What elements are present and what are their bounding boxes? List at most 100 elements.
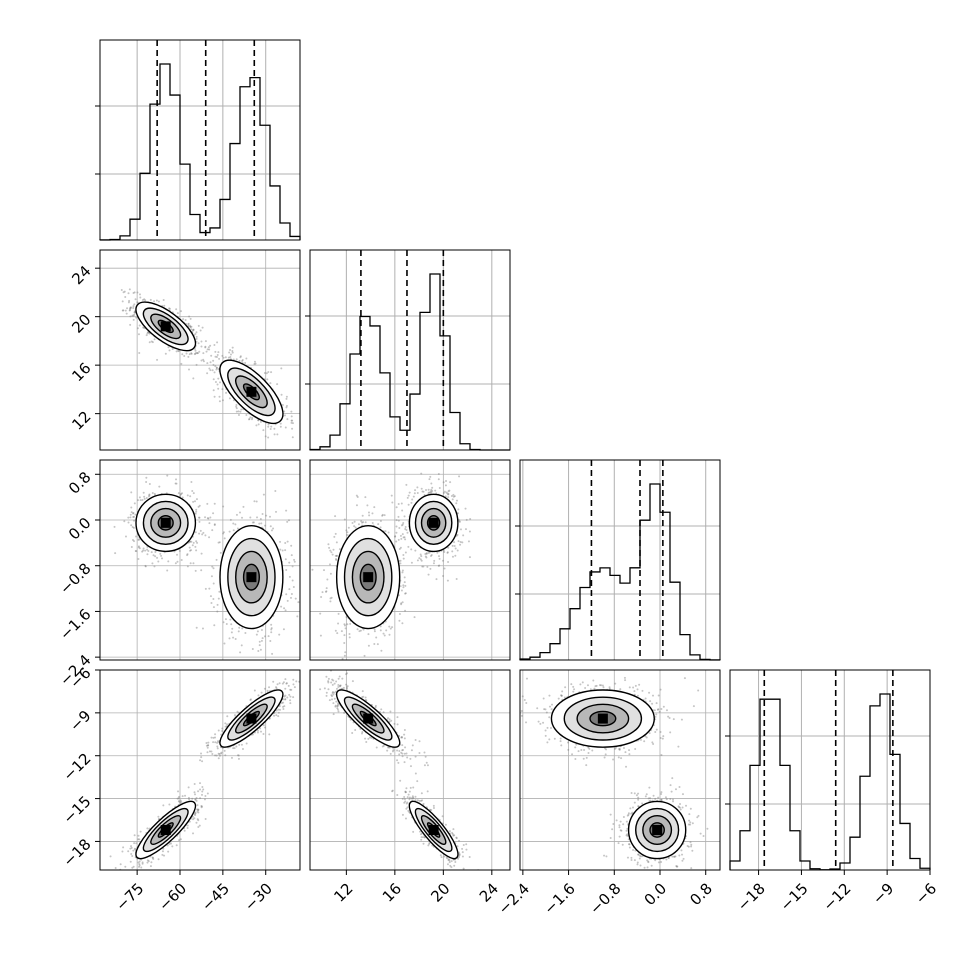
sample-point [319,612,322,615]
sample-point [146,553,149,556]
sample-point [429,567,432,570]
sample-point [200,806,203,809]
scatter-panel-p1-p2 [309,459,511,661]
sample-point [195,498,198,501]
sample-point [458,520,461,523]
sample-point [343,634,346,637]
sample-point [446,492,449,495]
sample-point [142,326,145,329]
sample-point [381,514,384,517]
sample-point [132,849,135,852]
sample-point [131,525,134,528]
sample-point [213,524,216,527]
sample-point [407,503,410,506]
sample-point [399,534,402,537]
sample-point [412,495,415,498]
sample-point [357,523,360,526]
sample-point [377,523,380,526]
sample-point [187,355,190,358]
sample-point [137,838,140,841]
sample-point [438,557,441,560]
sample-point [189,549,192,552]
sample-point [123,290,126,293]
sample-point [186,824,189,827]
sample-point [361,521,364,524]
sample-point [189,540,192,543]
sample-point [430,491,433,494]
sample-point [215,368,218,371]
sample-point [401,523,404,526]
sample-point [437,473,440,476]
sample-point [146,859,149,862]
sample-point [448,489,451,492]
sample-point [224,618,227,621]
sample-point [180,362,183,365]
sample-point [279,548,282,551]
sample-point [191,489,194,492]
sample-point [239,410,242,413]
sample-point [167,850,170,853]
sample-point [199,329,202,332]
sample-point [457,540,460,543]
sample-point [358,630,361,633]
sample-point [327,543,330,546]
sample-point [469,517,472,520]
sample-point [397,538,400,541]
sample-point [442,559,445,562]
sample-point [210,601,213,604]
sample-point [133,311,136,314]
sample-point [455,502,458,505]
sample-point [426,565,429,568]
sample-point [161,850,164,853]
sample-point [340,630,343,633]
sample-point [468,556,471,559]
sample-point [291,579,294,582]
sample-point [459,541,462,544]
sample-point [175,350,178,353]
sample-point [151,492,154,495]
sample-point [127,301,130,304]
sample-point [131,866,134,869]
sample-point [334,554,337,557]
sample-point [195,351,198,354]
sample-point [200,552,203,555]
sample-point [254,362,257,365]
sample-point [443,490,446,493]
sample-point [395,531,398,534]
sample-point [131,512,134,515]
sample-point [270,628,273,631]
sample-point [183,355,186,358]
sample-point [218,395,221,398]
sample-point [208,367,211,370]
sample-point [133,303,136,306]
sample-point [259,648,262,651]
sample-point [204,587,207,590]
sample-point [464,528,467,531]
sample-point [351,522,354,525]
sample-point [189,495,192,498]
sample-point [144,565,147,568]
sample-point [331,553,334,556]
sample-point [267,436,270,439]
sample-point [199,529,202,532]
sample-point [364,521,367,524]
sample-point [142,491,145,494]
sample-point [264,435,267,438]
sample-point [122,309,125,312]
sample-point [201,326,204,329]
sample-point [188,353,191,356]
sample-point [194,798,197,801]
sample-point [134,513,137,516]
sample-point [139,830,142,833]
sample-point [268,515,271,518]
sample-point [288,561,291,564]
sample-point [322,569,325,572]
sample-point [175,308,178,311]
sample-point [127,292,130,295]
sample-point [332,548,335,551]
sample-point [269,525,272,528]
density-peak [160,517,171,528]
sample-point [212,363,215,366]
sample-point [196,810,199,813]
